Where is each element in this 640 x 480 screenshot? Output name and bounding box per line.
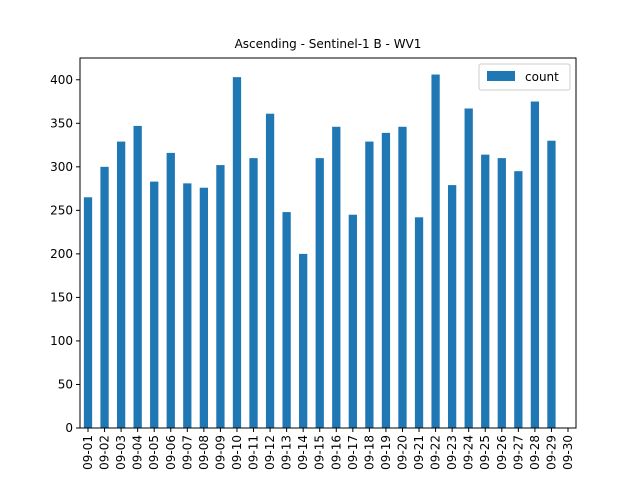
x-tick-label: 09-25 — [478, 435, 492, 470]
x-tick-label: 09-28 — [528, 435, 542, 470]
x-tick-label: 09-03 — [114, 435, 128, 470]
y-tick-label: 150 — [50, 290, 73, 304]
x-axis: 09-01 09-02 09-03 09-04 09-05 09-06 09-07 09-08… — [81, 428, 575, 470]
x-tick-label: 09-20 — [395, 435, 409, 470]
x-tick-label: 09-29 — [544, 435, 558, 470]
y-axis: 0 50 100 150 200 250 300 350 400 — [50, 73, 80, 435]
bar — [315, 158, 324, 428]
bar — [249, 158, 258, 428]
bar — [497, 158, 506, 428]
bar — [547, 140, 556, 428]
y-tick-label: 300 — [50, 160, 73, 174]
bar — [481, 154, 490, 428]
x-tick-label: 09-08 — [197, 435, 211, 470]
plot-frame — [79, 57, 577, 429]
x-tick-label: 09-02 — [98, 435, 112, 470]
x-tick-label: 09-09 — [213, 435, 227, 470]
bar — [265, 113, 275, 428]
bar — [133, 125, 142, 428]
bar — [530, 101, 540, 428]
bar — [232, 77, 242, 429]
x-tick-label: 09-11 — [247, 435, 261, 470]
y-tick-label: 50 — [58, 377, 73, 391]
x-tick-label: 09-26 — [495, 435, 509, 470]
x-tick-label: 09-23 — [445, 435, 459, 470]
bar — [83, 197, 93, 428]
y-tick-label: 250 — [50, 203, 73, 217]
bar — [448, 185, 457, 428]
x-tick-label: 09-06 — [164, 435, 178, 470]
x-tick-label: 09-17 — [346, 435, 360, 470]
y-tick-label: 350 — [50, 116, 73, 130]
x-tick-label: 09-12 — [263, 435, 277, 470]
bar — [348, 214, 357, 428]
x-tick-label: 09-15 — [313, 435, 327, 470]
legend-box — [478, 63, 571, 91]
bar — [414, 217, 424, 428]
bar — [514, 171, 523, 428]
bar — [199, 187, 208, 428]
x-tick-label: 09-07 — [180, 435, 194, 470]
y-tick-label: 200 — [50, 247, 73, 261]
bar — [365, 141, 374, 428]
x-tick-label: 09-05 — [147, 435, 161, 470]
legend-swatch — [487, 71, 515, 81]
bar — [100, 166, 109, 428]
x-tick-label: 09-24 — [462, 435, 476, 470]
bar — [431, 74, 440, 428]
bar — [299, 253, 308, 428]
chart-title: Ascending - Sentinel-1 B - WV1 — [235, 37, 422, 51]
bar — [398, 126, 407, 428]
legend: count — [478, 63, 571, 91]
bars-group — [83, 74, 556, 429]
x-tick-label: 09-21 — [412, 435, 426, 470]
legend-label: count — [525, 70, 559, 84]
bar — [464, 108, 473, 429]
bar — [150, 181, 159, 428]
y-tick-label: 100 — [50, 334, 73, 348]
x-tick-label: 09-14 — [296, 435, 310, 470]
x-tick-label: 09-19 — [379, 435, 393, 470]
x-tick-label: 09-27 — [511, 435, 525, 470]
x-tick-label: 09-30 — [561, 435, 575, 470]
bar — [282, 212, 291, 428]
bar — [216, 165, 225, 428]
x-tick-label: 09-13 — [280, 435, 294, 470]
x-tick-label: 09-01 — [81, 435, 95, 470]
bar — [166, 152, 175, 428]
x-tick-label: 09-22 — [429, 435, 443, 470]
bar — [183, 183, 192, 428]
x-tick-label: 09-16 — [329, 435, 343, 470]
x-tick-label: 09-04 — [131, 435, 145, 470]
x-tick-label: 09-18 — [362, 435, 376, 470]
bar — [116, 141, 126, 428]
x-tick-label: 09-10 — [230, 435, 244, 470]
y-tick-label: 0 — [65, 421, 73, 435]
bar — [381, 132, 391, 428]
y-tick-label: 400 — [50, 73, 73, 87]
bar — [332, 126, 341, 428]
